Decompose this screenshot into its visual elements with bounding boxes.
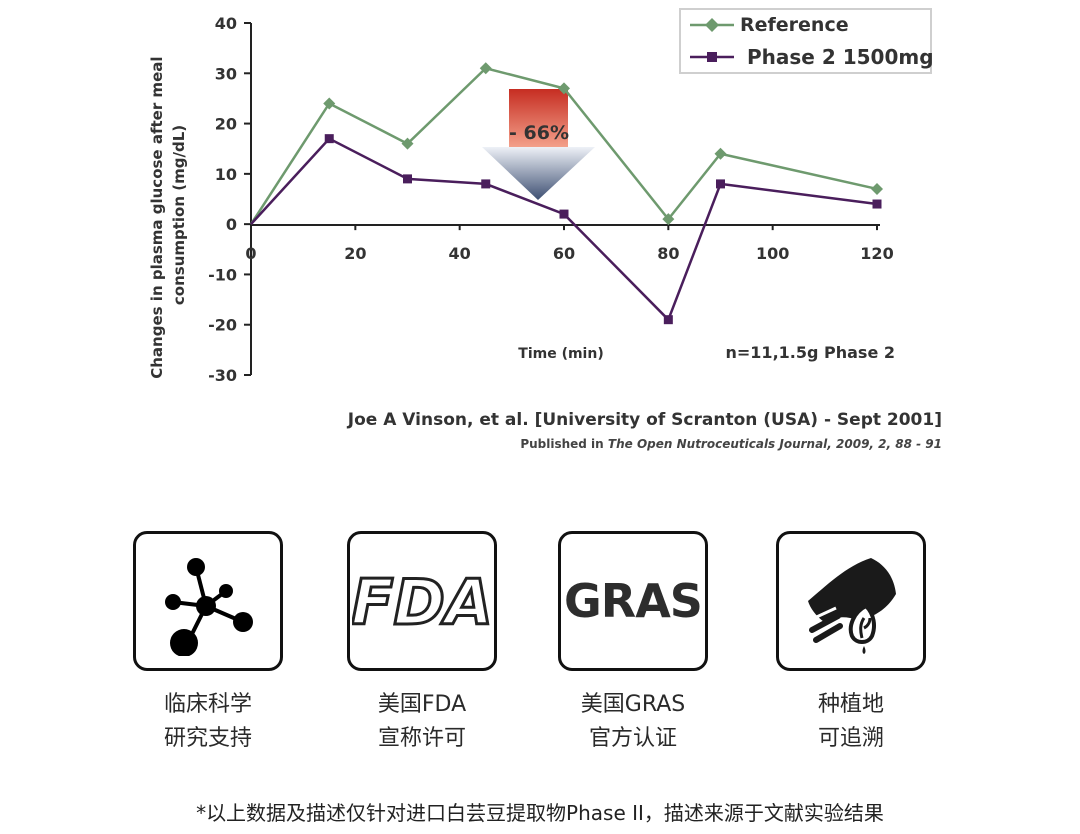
- x-tick-label: 60: [553, 244, 575, 263]
- x-tick-label: 20: [344, 244, 366, 263]
- series-line-phase2: [250, 137, 878, 322]
- reduction-label: - 66%: [509, 122, 569, 144]
- data-point-phase2: [403, 174, 412, 184]
- legend: Reference Phase 2 1500mg: [679, 8, 934, 74]
- data-point-reference: [714, 147, 727, 160]
- y-tick-label: 20: [215, 115, 237, 134]
- y-tick-label: -10: [208, 265, 237, 284]
- citation-publication: Published in The Open Nutroceuticals Jou…: [520, 437, 942, 451]
- y-tick-label: 10: [215, 165, 237, 184]
- data-point-reference: [323, 97, 336, 110]
- traceable-origin-badge: [776, 531, 926, 671]
- x-tick-label: 80: [657, 244, 679, 263]
- y-tick-label: 30: [215, 64, 237, 83]
- gras-logo-icon: GRAS: [564, 574, 703, 628]
- footnote: *以上数据及描述仅针对进口白芸豆提取物Phase II，描述来源于文献实验结果: [196, 801, 884, 825]
- citation-authors: Joe A Vinson, et al. [University of Scra…: [347, 410, 942, 430]
- x-tick-label: 40: [449, 244, 471, 263]
- y-tick-label: -30: [208, 366, 237, 385]
- fda-logo-icon: FDA: [352, 566, 492, 636]
- reduction-arrow: - 66%: [482, 89, 595, 200]
- clinical-research-badge: [133, 531, 283, 671]
- legend-box: [679, 8, 932, 74]
- x-tick-label: 100: [756, 244, 789, 263]
- data-point-reference: [871, 182, 883, 195]
- series-line-reference: [249, 66, 878, 225]
- x-axis-label: Time (min): [518, 346, 603, 362]
- data-point-phase2: [872, 199, 882, 209]
- y-tick-label: 0: [226, 215, 237, 234]
- data-point-reference: [401, 137, 414, 150]
- data-point-phase2: [559, 209, 569, 219]
- journal-name: The Open Nutroceuticals Journal, 2009, 2…: [607, 437, 942, 451]
- legend-label-phase2: Phase 2 1500mg: [747, 45, 934, 69]
- arrow-shaft: [509, 89, 568, 147]
- y-axis-label: Changes in plasma glucose after meal con…: [148, 51, 188, 379]
- legend-marker-reference: [705, 18, 719, 32]
- svg-text:FDA: FDA: [352, 566, 492, 636]
- molecule-icon: [165, 558, 253, 656]
- badge-caption-gras: 美国GRAS 官方认证: [580, 692, 686, 751]
- data-point-phase2: [324, 134, 334, 144]
- data-point-reference: [662, 213, 675, 226]
- y-tick-label: 40: [215, 14, 237, 33]
- badge-caption-clinical: 临床科学 研究支持: [163, 692, 252, 751]
- gras-badge: GRAS: [558, 531, 708, 671]
- publication-prefix: Published in: [520, 437, 608, 451]
- data-point-reference: [558, 82, 570, 95]
- y-tick-label: -20: [208, 316, 237, 335]
- badge-caption-origin: 种植地 可追溯: [817, 692, 884, 751]
- x-tick-label: 0: [245, 244, 256, 263]
- sample-note: n=11,1.5g Phase 2: [726, 343, 896, 362]
- fda-badge: FDA: [347, 531, 497, 671]
- data-point-phase2: [481, 179, 491, 189]
- hand-plant-icon: [808, 558, 896, 654]
- data-point-phase2: [663, 315, 673, 325]
- data-point-phase2: [716, 179, 725, 189]
- legend-label-reference: Reference: [740, 14, 849, 36]
- data-point-reference: [479, 62, 492, 75]
- legend-marker-phase2: [707, 52, 717, 62]
- badge-caption-fda: 美国FDA 宣称许可: [377, 692, 467, 751]
- x-tick-label: 120: [860, 244, 893, 263]
- arrow-head: [482, 147, 595, 200]
